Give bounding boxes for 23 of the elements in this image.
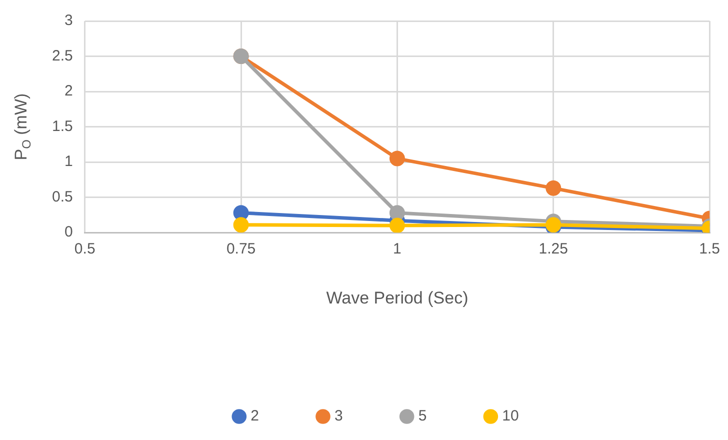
legend-label: 3 <box>334 408 343 425</box>
point <box>389 150 405 166</box>
x-axis-title: Wave Period (Sec) <box>326 288 468 308</box>
x-tick-label: 1.5 <box>699 240 720 258</box>
point <box>389 218 405 233</box>
point <box>233 217 249 233</box>
x-tick-label: 1.25 <box>538 240 568 258</box>
point <box>389 205 405 221</box>
y-tick-label: 3 <box>64 12 73 30</box>
y-tick-label: 1 <box>64 153 73 170</box>
y-axis-title: PO (mW) <box>12 93 34 160</box>
point <box>546 180 562 196</box>
y-tick-label: 0.5 <box>52 188 73 206</box>
y-tick-label: 0 <box>64 224 73 241</box>
x-tick-label: 1 <box>393 240 402 258</box>
x-tick-label: 0.75 <box>226 240 256 258</box>
y-tick-label: 2.5 <box>52 47 73 64</box>
legend-label: 2 <box>250 408 259 425</box>
legend-label: 5 <box>418 408 427 425</box>
point <box>233 205 249 221</box>
y-tick-label: 2 <box>64 82 73 100</box>
y-tick-label: 1.5 <box>52 118 73 135</box>
legend-label: 10 <box>502 408 519 425</box>
